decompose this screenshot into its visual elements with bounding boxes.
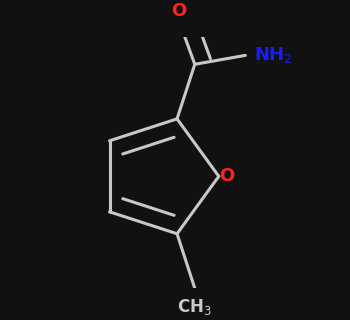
Text: NH$_2$: NH$_2$ [254, 45, 293, 65]
Text: CH$_3$: CH$_3$ [177, 297, 212, 317]
Text: O: O [171, 2, 186, 20]
Text: O: O [219, 167, 234, 185]
